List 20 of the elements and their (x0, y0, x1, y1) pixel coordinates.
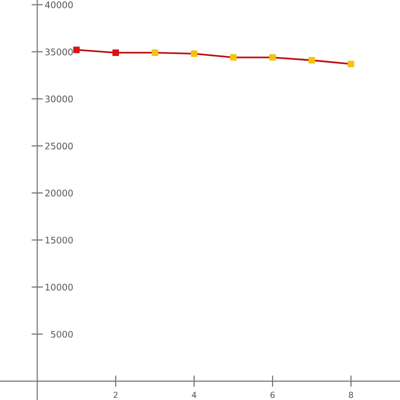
x-tick-label: 6 (270, 392, 275, 398)
point (152, 49, 158, 56)
x-tick-label: 4 (192, 392, 196, 398)
y-tick-label: 35000 (45, 48, 73, 56)
y-tick-label: 40000 (45, 1, 73, 8)
point (112, 49, 119, 56)
point (308, 56, 316, 64)
x-tick-label: 2 (114, 392, 118, 398)
y-tick-label: 20000 (45, 190, 73, 196)
x-tick-label: 8 (348, 392, 354, 398)
y-tick-label: 30000 (45, 96, 73, 102)
point (269, 54, 276, 61)
point (190, 50, 198, 57)
y-tick-label: 10000 (46, 284, 73, 291)
y-tick-label: 25000 (45, 142, 73, 150)
y-tick-label: 15000 (46, 236, 73, 244)
y-tick-label: 5000 (51, 330, 73, 338)
point (348, 60, 354, 68)
point (73, 46, 80, 54)
point (230, 54, 237, 61)
